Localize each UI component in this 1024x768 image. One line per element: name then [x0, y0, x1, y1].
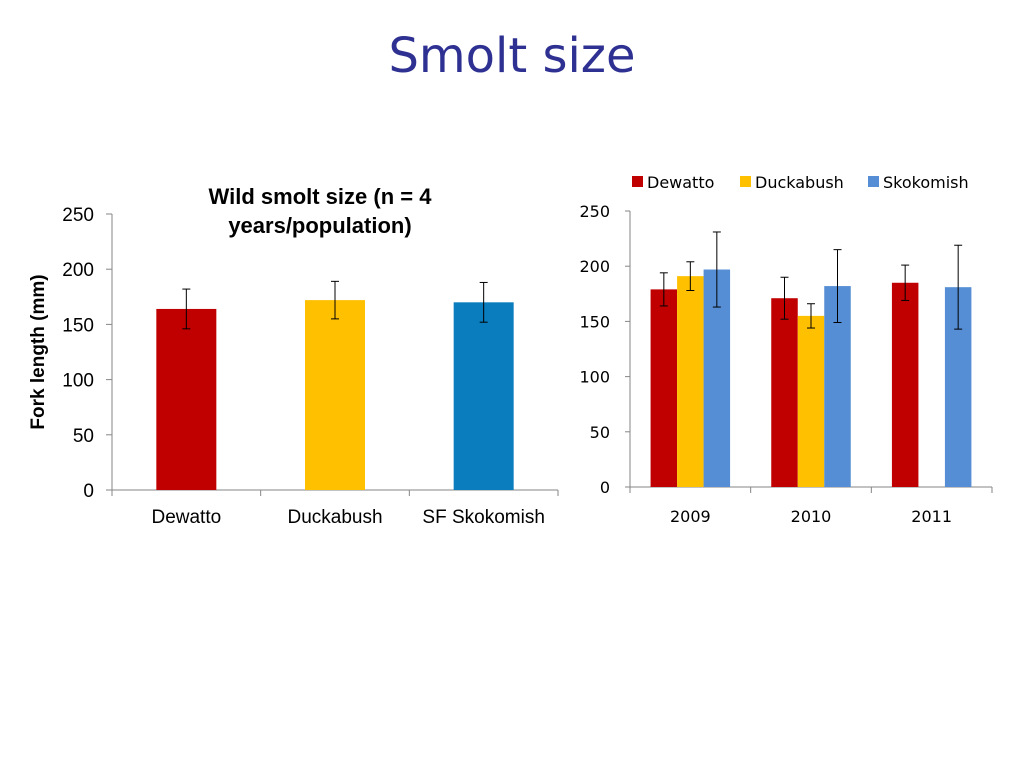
- y-tick-label: 0: [600, 478, 610, 497]
- legend-label-dewatto: Dewatto: [647, 173, 714, 192]
- legend-label-skokomish: Skokomish: [883, 173, 969, 192]
- y-tick-label: 250: [579, 202, 610, 221]
- x-tick-label-sf-skokomish: SF Skokomish: [422, 507, 544, 528]
- y-tick-label: 50: [590, 423, 610, 442]
- x-tick-label-2011: 2011: [911, 507, 952, 526]
- legend-swatch-skokomish: [868, 176, 879, 187]
- chart-smolt-size-by-year: Dewatto Duckabush Skokomish 0 50 100 150 200 250…: [579, 173, 993, 526]
- bar-dewatto-2009: [650, 289, 678, 487]
- bar-duckabush-2010: [797, 315, 825, 487]
- x-tick-label-2010: 2010: [791, 507, 832, 526]
- chart-title-line: Wild smolt size (n = 4: [209, 184, 433, 209]
- x-tick-label-2009: 2009: [670, 507, 711, 526]
- y-axis-label: Fork length (mm): [28, 274, 49, 429]
- y-tick-label: 0: [83, 481, 94, 502]
- y-tick-label: 150: [579, 312, 610, 331]
- y-tick-label: 100: [579, 368, 610, 387]
- bar-dewatto-2011: [891, 282, 919, 487]
- bar-duckabush: [305, 300, 365, 490]
- chart-title-line: years/population): [228, 213, 411, 238]
- x-tick-label-dewatto: Dewatto: [151, 507, 221, 528]
- bar-sf-skokomish: [453, 302, 514, 490]
- bar-dewatto-2010: [771, 298, 798, 487]
- y-tick-label: 150: [62, 315, 94, 336]
- legend-swatch-dewatto: [632, 176, 643, 187]
- x-tick-label-duckabush: Duckabush: [287, 507, 382, 528]
- bar-dewatto: [156, 308, 217, 490]
- slide-title: Smolt size: [388, 28, 636, 84]
- y-tick-label: 250: [62, 205, 94, 226]
- y-tick-label: 50: [73, 426, 94, 447]
- bar-duckabush-2009: [677, 276, 704, 487]
- legend-swatch-duckabush: [740, 176, 751, 187]
- y-tick-label: 100: [62, 371, 94, 392]
- legend-label-duckabush: Duckabush: [755, 173, 844, 192]
- y-tick-label: 200: [62, 260, 94, 281]
- chart-wild-smolt-size: Wild smolt size (n = 4 years/population) F…: [28, 184, 559, 528]
- y-tick-label: 200: [579, 257, 610, 276]
